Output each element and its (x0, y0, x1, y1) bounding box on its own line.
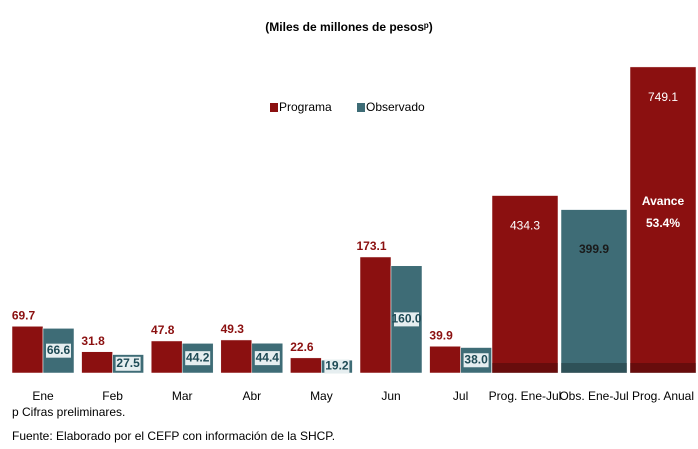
x-tick-label: Jul (453, 389, 468, 403)
bar (359, 256, 392, 374)
bar (629, 66, 697, 374)
legend-swatch (270, 103, 278, 112)
x-tick-label: Jun (381, 389, 400, 403)
legend-swatch (357, 103, 365, 112)
bar (429, 346, 461, 374)
x-tick-label: May (310, 389, 333, 403)
x-tick-label: Prog. Anual (632, 389, 694, 403)
annotation: 53.4% (646, 216, 680, 230)
label-box (394, 312, 419, 327)
x-tick-label: Feb (102, 389, 123, 403)
value-label: 44.2 (186, 350, 210, 364)
annotation: Avance (642, 194, 685, 208)
value-label: 749.1 (648, 90, 678, 104)
bar (560, 209, 628, 374)
value-label: 27.5 (116, 356, 140, 370)
x-tick-label: Abr (242, 389, 261, 403)
value-label: 38.0 (464, 352, 488, 366)
value-label: 19.2 (325, 359, 349, 373)
bar (81, 351, 113, 374)
value-label: 22.6 (290, 340, 314, 354)
value-label: 39.9 (429, 328, 453, 342)
bar-shade (630, 363, 696, 373)
chart-title: (Miles de millones de pesosᵖ) (265, 20, 432, 34)
bar (491, 195, 559, 374)
legend-label: Observado (366, 100, 425, 114)
value-label: 31.8 (81, 334, 105, 348)
value-label: 69.7 (12, 308, 36, 322)
label-box (463, 353, 489, 368)
value-label: 66.6 (47, 343, 71, 357)
label-box (46, 343, 71, 358)
bar-shade (492, 363, 558, 373)
footnote: Fuente: Elaborado por el CEFP con inform… (12, 429, 335, 443)
footnote: p Cifras preliminares. (12, 405, 125, 419)
bar-shade (561, 363, 627, 373)
label-box (185, 351, 211, 366)
value-label: 399.9 (579, 242, 609, 256)
label-box (115, 356, 141, 371)
value-label: 434.3 (510, 219, 540, 233)
bar (150, 340, 183, 374)
value-label: 173.1 (356, 239, 386, 253)
value-label: 44.4 (256, 350, 280, 364)
bar (290, 357, 322, 374)
x-tick-label: Mar (172, 389, 193, 403)
bar (11, 326, 44, 374)
label-box (254, 351, 280, 366)
x-tick-label: Prog. Ene-Jul (489, 389, 562, 403)
value-label: 47.8 (151, 323, 175, 337)
x-tick-label: Obs. Ene-Jul (559, 389, 628, 403)
x-tick-label: Ene (32, 389, 54, 403)
bar (220, 339, 253, 374)
value-label: 160.0 (391, 312, 421, 326)
legend-label: Programa (279, 100, 332, 114)
value-label: 49.3 (221, 322, 245, 336)
label-box (324, 359, 350, 374)
